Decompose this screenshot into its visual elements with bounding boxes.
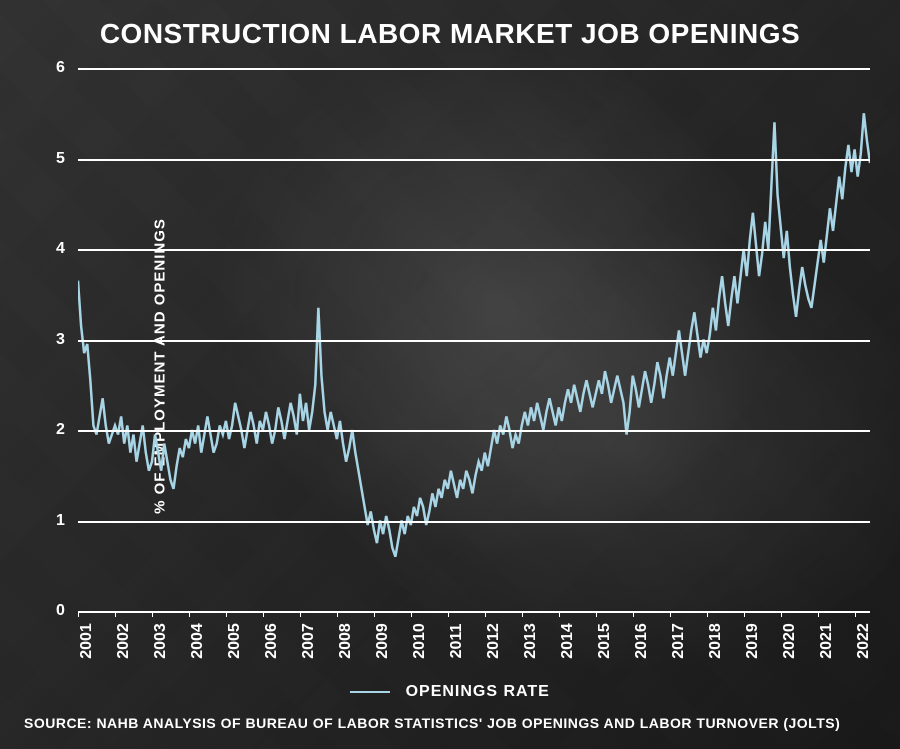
x-tick-mark (781, 611, 782, 617)
x-tick-label: 2012 (485, 623, 503, 659)
x-tick-mark (337, 611, 338, 617)
grid-line (78, 340, 870, 342)
y-tick-label: 1 (56, 512, 65, 530)
grid-line (78, 159, 870, 161)
x-tick-label: 2020 (781, 623, 799, 659)
x-tick-label: 2018 (707, 623, 725, 659)
chart-title: CONSTRUCTION LABOR MARKET JOB OPENINGS (0, 0, 900, 58)
legend-label: OPENINGS RATE (406, 683, 550, 700)
x-tick-label: 2006 (263, 623, 281, 659)
x-tick-mark (670, 611, 671, 617)
legend: OPENINGS RATE (0, 673, 900, 707)
y-tick-label: 2 (56, 421, 65, 439)
x-tick-mark (115, 611, 116, 617)
x-tick-label: 2017 (670, 623, 688, 659)
x-tick-mark (78, 611, 79, 617)
x-tick-label: 2010 (411, 623, 429, 659)
x-tick-mark (855, 611, 856, 617)
x-tick-label: 2022 (855, 623, 873, 659)
plot-area: 0123456200120022003200420052006200720082… (78, 68, 870, 611)
x-tick-label: 2002 (115, 623, 133, 659)
legend-line-swatch (350, 691, 390, 693)
x-tick-label: 2013 (522, 623, 540, 659)
x-tick-label: 2016 (633, 623, 651, 659)
x-tick-mark (411, 611, 412, 617)
chart-container: CONSTRUCTION LABOR MARKET JOB OPENINGS %… (0, 0, 900, 749)
x-tick-label: 2008 (337, 623, 355, 659)
x-tick-mark (485, 611, 486, 617)
grid-line (78, 249, 870, 251)
x-tick-label: 2011 (448, 624, 466, 659)
x-tick-label: 2014 (559, 623, 577, 659)
y-tick-label: 5 (56, 150, 65, 168)
x-tick-mark (300, 611, 301, 617)
x-tick-mark (707, 611, 708, 617)
x-tick-label: 2021 (818, 623, 836, 659)
x-tick-mark (744, 611, 745, 617)
grid-line (78, 611, 870, 613)
x-tick-mark (522, 611, 523, 617)
y-tick-label: 6 (56, 59, 65, 77)
y-tick-label: 0 (56, 602, 65, 620)
x-tick-label: 2005 (226, 623, 244, 659)
x-tick-mark (818, 611, 819, 617)
y-tick-label: 3 (56, 331, 65, 349)
x-tick-mark (559, 611, 560, 617)
grid-line (78, 521, 870, 523)
source-text: SOURCE: NAHB ANALYSIS OF BUREAU OF LABOR… (0, 707, 900, 749)
x-tick-label: 2003 (152, 623, 170, 659)
grid-line (78, 430, 870, 432)
x-tick-label: 2019 (744, 623, 762, 659)
x-tick-mark (263, 611, 264, 617)
x-tick-mark (633, 611, 634, 617)
x-tick-label: 2015 (596, 623, 614, 659)
x-tick-mark (226, 611, 227, 617)
x-tick-mark (152, 611, 153, 617)
x-tick-mark (189, 611, 190, 617)
grid-line (78, 68, 870, 70)
y-tick-label: 4 (56, 240, 65, 258)
openings-rate-line (78, 113, 870, 556)
x-tick-mark (448, 611, 449, 617)
x-tick-label: 2009 (374, 623, 392, 659)
chart-area: % OF EMPLOYMENT AND OPENINGS 01234562001… (20, 58, 880, 673)
x-tick-label: 2007 (300, 623, 318, 659)
x-tick-label: 2004 (189, 623, 207, 659)
x-tick-mark (596, 611, 597, 617)
x-tick-mark (374, 611, 375, 617)
x-tick-label: 2001 (78, 623, 96, 659)
